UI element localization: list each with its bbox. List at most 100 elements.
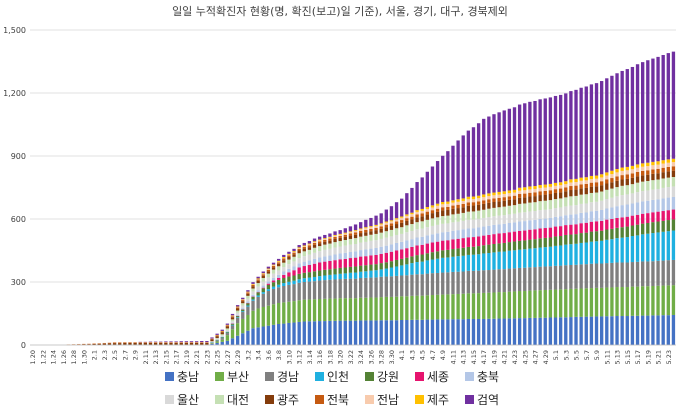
bar-segment-울산 xyxy=(308,255,311,261)
bar-segment-부산 xyxy=(241,319,244,333)
bar-segment-경남 xyxy=(415,274,418,295)
bar-segment-검역 xyxy=(651,59,654,162)
x-tick-label: 3.18 xyxy=(326,350,334,364)
bar-segment-경남 xyxy=(282,286,285,302)
bar-segment-울산 xyxy=(236,313,239,315)
bar-segment-전북 xyxy=(662,168,665,172)
bar-segment-부산 xyxy=(267,306,270,326)
bar-segment-경남 xyxy=(298,283,301,300)
bar-segment-충남 xyxy=(308,321,311,345)
bar-segment-인천 xyxy=(333,274,336,279)
bar-segment-부산 xyxy=(497,292,500,318)
bar-segment-전남 xyxy=(339,235,342,236)
bar-segment-광주 xyxy=(621,180,624,186)
bar-segment-충북 xyxy=(492,225,495,234)
bar-segment-전북 xyxy=(492,198,495,202)
legend-label: 충북 xyxy=(477,370,499,384)
bar-segment-광주 xyxy=(472,206,475,212)
bar-segment-충남 xyxy=(262,327,265,345)
bar-segment-경남 xyxy=(482,270,485,293)
x-tick-label: 3.4 xyxy=(255,350,263,360)
bar-segment-강원 xyxy=(431,252,434,259)
bar-segment-광주 xyxy=(318,243,321,246)
bar-segment-울산 xyxy=(262,282,265,286)
bar-segment-강원 xyxy=(441,250,444,258)
bar-segment-충남 xyxy=(333,321,336,345)
bar-segment-강원 xyxy=(497,243,500,251)
bar-segment-세종 xyxy=(328,261,331,269)
bar-segment-제주 xyxy=(508,190,511,193)
bar-segment-강원 xyxy=(303,273,306,278)
bar-segment-울산 xyxy=(538,210,541,219)
bar-segment-대전 xyxy=(662,178,665,187)
bar-segment-충남 xyxy=(323,321,326,345)
bar-segment-검역 xyxy=(497,112,500,192)
x-tick-label: 3.10 xyxy=(285,350,293,364)
bar-segment-충남 xyxy=(344,321,347,345)
bar-segment-울산 xyxy=(477,219,480,228)
bar-segment-전북 xyxy=(374,228,377,230)
bar-segment-울산 xyxy=(456,222,459,230)
bar-segment-검역 xyxy=(472,127,475,196)
bar-segment-전남 xyxy=(431,207,434,210)
bar-segment-대전 xyxy=(595,193,598,202)
x-tick-label: 1.26 xyxy=(60,350,68,364)
legend-swatch xyxy=(365,372,374,381)
bar-segment-충남 xyxy=(518,318,521,345)
bar-segment-충북 xyxy=(282,272,285,275)
x-tick-label: 2.1 xyxy=(91,350,99,360)
bar-segment-부산 xyxy=(395,297,398,321)
bar-segment-부산 xyxy=(605,287,608,316)
bar-segment-충북 xyxy=(241,308,244,309)
bar-segment-충북 xyxy=(256,290,259,292)
bar-segment-부산 xyxy=(656,286,659,316)
bar-segment-울산 xyxy=(513,214,516,223)
bar-segment-대전 xyxy=(656,180,659,189)
bar-segment-광주 xyxy=(328,241,331,244)
bar-segment-전남 xyxy=(421,211,424,214)
bar-segment-전남 xyxy=(441,204,444,207)
bar-segment-대전 xyxy=(549,200,552,209)
x-tick-label: 2.11 xyxy=(142,350,150,364)
bar-segment-충북 xyxy=(344,253,347,259)
x-tick-label: 2.3 xyxy=(101,350,109,360)
bar-segment-충남 xyxy=(544,318,547,345)
bar-segment-경남 xyxy=(559,266,562,290)
bar-segment-충북 xyxy=(313,259,316,264)
bar-segment-세종 xyxy=(272,281,275,283)
bar-segment-검역 xyxy=(544,98,547,184)
bar-segment-강원 xyxy=(426,253,429,260)
bar-segment-전남 xyxy=(513,193,516,196)
bar-segment-울산 xyxy=(395,235,398,243)
bar-segment-충북 xyxy=(231,323,234,324)
bar-segment-대전 xyxy=(564,197,567,206)
bar-segment-인천 xyxy=(662,232,665,261)
bar-segment-울산 xyxy=(508,214,511,223)
bar-segment-검역 xyxy=(559,95,562,182)
bar-segment-충북 xyxy=(446,232,449,240)
bar-segment-부산 xyxy=(364,298,367,321)
bar-segment-전북 xyxy=(246,293,249,294)
bar-segment-울산 xyxy=(241,306,244,309)
bar-segment-인천 xyxy=(472,255,475,271)
bar-segment-광주 xyxy=(267,271,270,273)
bar-segment-울산 xyxy=(621,195,624,205)
bar-segment-울산 xyxy=(328,249,331,256)
bar-segment-인천 xyxy=(400,265,403,275)
bar-segment-충남 xyxy=(600,316,603,345)
bar-segment-전북 xyxy=(569,186,572,190)
legend-label: 강원 xyxy=(377,370,399,384)
bar-segment-대전 xyxy=(487,209,490,217)
bar-segment-부산 xyxy=(333,299,336,321)
bar-segment-광주 xyxy=(395,224,398,228)
bar-segment-충북 xyxy=(513,222,516,231)
bar-segment-강원 xyxy=(492,244,495,252)
bar-segment-강원 xyxy=(656,222,659,233)
bar-segment-전남 xyxy=(487,196,490,199)
bar-segment-인천 xyxy=(528,249,531,268)
bar-segment-전북 xyxy=(400,220,403,223)
legend-label: 전남 xyxy=(377,393,399,407)
bar-segment-대전 xyxy=(451,214,454,222)
bar-segment-제주 xyxy=(467,197,470,200)
x-tick-label: 3.2 xyxy=(244,350,252,360)
